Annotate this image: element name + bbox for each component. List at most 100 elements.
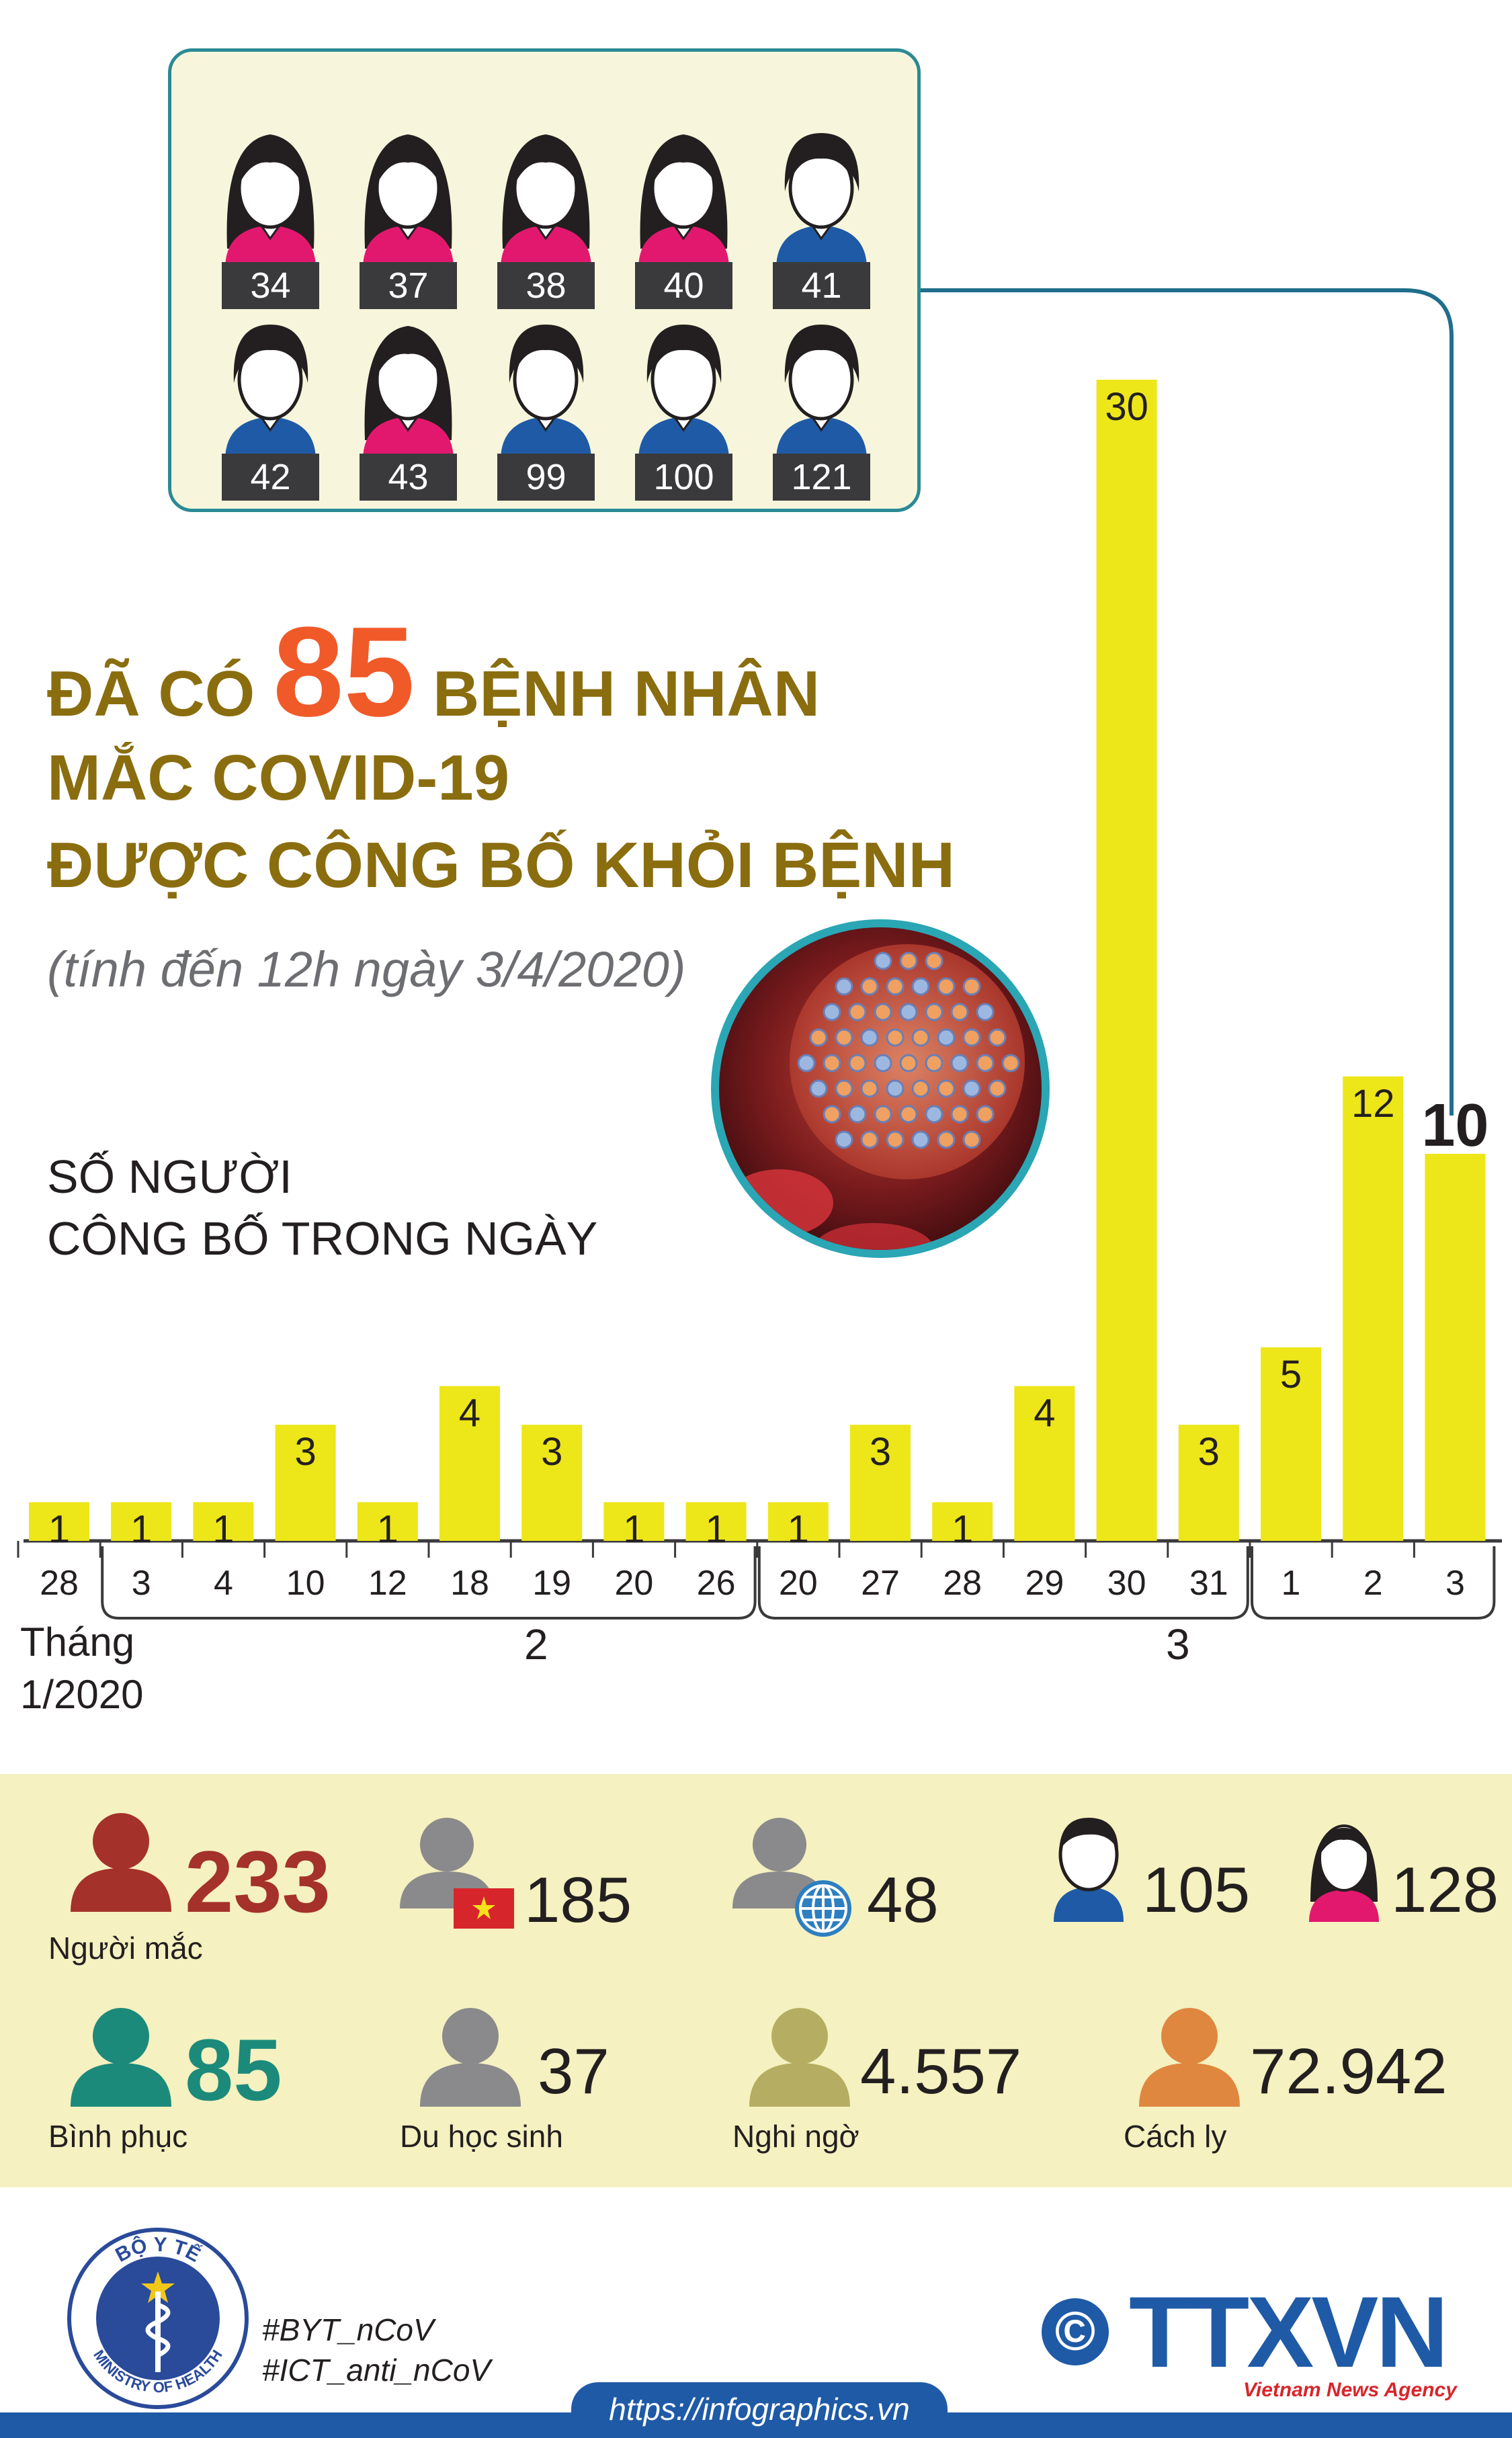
bar-value-label: 3: [294, 1430, 316, 1474]
bar-value-label: 3: [541, 1430, 562, 1474]
x-tick-label: 31: [1189, 1564, 1228, 1603]
x-tick-label: 29: [1025, 1564, 1064, 1603]
bar-value-label: 5: [1280, 1353, 1302, 1396]
recovered-person-icon: [71, 2008, 171, 2107]
female-value: 128: [1391, 1854, 1499, 1926]
bar-value-label: 30: [1105, 385, 1148, 429]
headline-line2: MẮC COVID-19: [47, 742, 510, 814]
bar: [357, 1502, 418, 1541]
bar-value-label: 4: [459, 1392, 480, 1435]
male-value: 105: [1142, 1854, 1251, 1926]
bar: [767, 1502, 829, 1541]
suspected-label: Nghi ngờ: [732, 2119, 859, 2154]
bar: [603, 1502, 665, 1541]
headline-line1: ĐÃ CÓ 85 BỆNH NHÂN: [47, 601, 821, 743]
male-icon: [1054, 1818, 1124, 1922]
bar: [29, 1502, 89, 1541]
bar: [1343, 1076, 1404, 1541]
domestic-person-icon: [400, 1818, 514, 1929]
month-mar-label: 3: [1166, 1620, 1190, 1669]
x-tick-label: 20: [779, 1564, 818, 1603]
x-tick-label: 18: [450, 1564, 489, 1603]
x-tick-label: 30: [1107, 1564, 1146, 1603]
patient-male: 99: [497, 319, 595, 501]
bar-value-label: 1: [623, 1507, 644, 1551]
chart-label-line1: SỐ NGƯỜI: [47, 1150, 292, 1203]
copyright-icon: ©: [1042, 2298, 1109, 2365]
month-bracket: [757, 1546, 1249, 1620]
imported-value: 48: [867, 1864, 939, 1936]
x-tick-label: 19: [532, 1564, 571, 1603]
x-tick-label: 4: [214, 1564, 233, 1603]
infected-person-icon: [71, 1813, 171, 1912]
bar: [275, 1425, 336, 1541]
bar-value-label: 3: [870, 1430, 891, 1474]
x-tick-label: 28: [943, 1564, 982, 1603]
patient-male: 42: [222, 319, 319, 501]
bar-value-label: 1: [130, 1507, 152, 1551]
bar: [1425, 1154, 1486, 1541]
ttxvn-subtitle: Vietnam News Agency: [1243, 2379, 1457, 2401]
bar: [111, 1502, 172, 1541]
student-person-icon: [420, 2008, 521, 2107]
bar-value-label: 1: [788, 1507, 809, 1551]
quarantine-person-icon: [1139, 2008, 1240, 2107]
subtitle: (tính đến 12h ngày 3/4/2020): [47, 941, 686, 997]
x-tick-label: 28: [40, 1564, 79, 1603]
recovered-label: Bình phục: [48, 2119, 188, 2154]
chart-label: SỐ NGƯỜI CÔNG BỐ TRONG NGÀY: [47, 1146, 597, 1269]
bar-value-label: 10: [1421, 1092, 1488, 1159]
recovered-value: 85: [185, 2021, 282, 2119]
bar: [439, 1386, 500, 1541]
x-tick-label: 2: [1363, 1564, 1383, 1603]
bar-value-label: 1: [377, 1507, 398, 1551]
website-link[interactable]: https://infographics.vn: [571, 2382, 948, 2438]
month-bracket: [1251, 1546, 1496, 1620]
suspected-person-icon: [749, 2008, 850, 2107]
patient-female: 43: [360, 319, 457, 501]
female-icon: [1309, 1824, 1379, 1922]
bar: [1096, 380, 1157, 1541]
bar-value-label: 4: [1034, 1392, 1055, 1435]
bar-value-label: 1: [952, 1507, 973, 1551]
patient-female: 34: [222, 128, 319, 309]
daily-bar-chart: 1281314310112418319120126120327128429303…: [17, 380, 1502, 1620]
ministry-of-health-logo: BỘ Y TẾ MINISTRY OF HEALTH: [67, 2228, 249, 2409]
hashtag-ict: #ICT_anti_nCoV: [262, 2353, 491, 2388]
students-value: 37: [538, 2035, 610, 2107]
bar: [850, 1425, 911, 1541]
chart-label-line2: CÔNG BỐ TRONG NGÀY: [47, 1212, 598, 1265]
patient-female: 40: [635, 128, 732, 309]
x-tick-label: 26: [697, 1564, 736, 1603]
bar: [1178, 1425, 1239, 1541]
bar-value-label: 3: [1198, 1430, 1220, 1474]
x-tick-label: 3: [132, 1564, 151, 1603]
bar-value-label: 1: [705, 1507, 726, 1551]
x-tick-label: 1: [1282, 1564, 1301, 1603]
hashtag-byt: #BYT_nCoV: [262, 2312, 434, 2347]
bar: [1014, 1386, 1075, 1541]
patient-male: 121: [773, 319, 870, 501]
bar-value-label: 12: [1351, 1082, 1395, 1126]
patient-female: 37: [360, 128, 457, 309]
bar: [193, 1502, 254, 1541]
suspected-value: 4.557: [860, 2035, 1022, 2107]
infected-label: Người mắc: [48, 1931, 203, 1966]
coronavirus-image: [711, 919, 1050, 1258]
statistics-panel: 233 Người mắc 185 48 105 128 85 Bình phụ…: [0, 1774, 1512, 2187]
patient-male: 100: [635, 319, 732, 501]
month-feb-label: 2: [524, 1620, 548, 1669]
bar: [685, 1502, 747, 1541]
bar-value-label: 1: [212, 1507, 234, 1551]
patient-male: 41: [773, 128, 870, 309]
domestic-value: 185: [524, 1864, 632, 1936]
infected-value: 233: [185, 1833, 331, 1931]
imported-person-icon: [732, 1818, 851, 1937]
month-jan-label: Tháng 1/2020: [20, 1620, 144, 1717]
ttxvn-logo: TTXVN: [1129, 2275, 1449, 2388]
x-tick-label: 10: [286, 1564, 325, 1603]
bar: [932, 1502, 993, 1541]
patient-female: 38: [497, 128, 595, 309]
bar: [521, 1425, 583, 1541]
